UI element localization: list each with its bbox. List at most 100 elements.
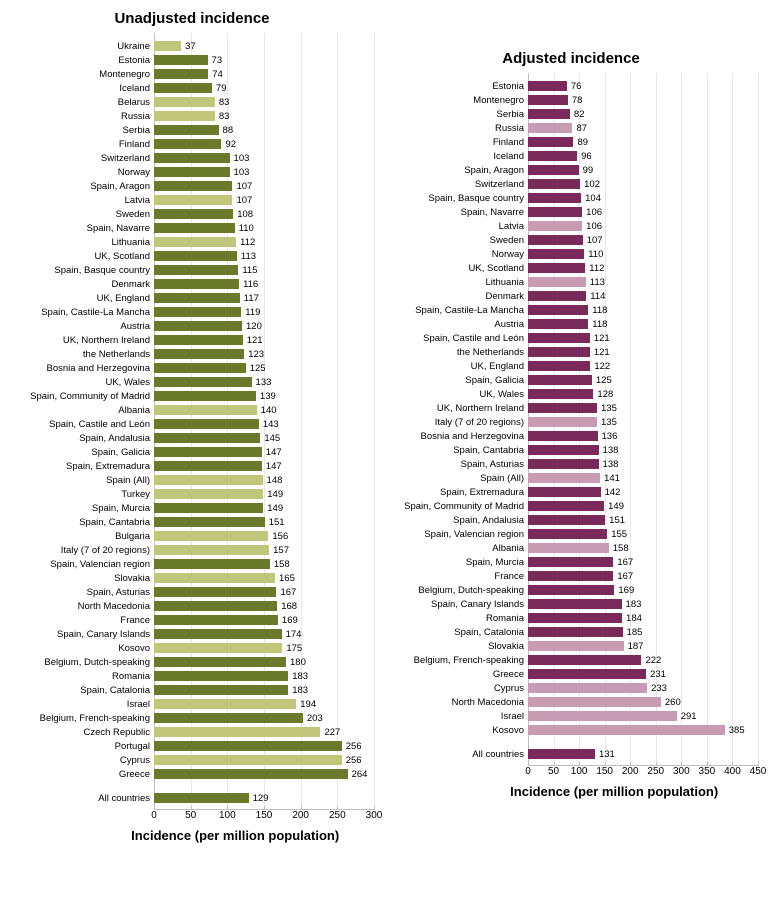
x-axis-title: Incidence (per million population) [10, 828, 417, 843]
bar-value-label: 168 [281, 601, 297, 612]
y-axis-label: UK, England [384, 361, 528, 372]
y-axis-label: the Netherlands [10, 349, 154, 360]
bar [528, 473, 600, 483]
bar [154, 503, 263, 513]
bar-row: Italy (7 of 20 regions)157 [10, 543, 374, 557]
bar-value-label: 147 [266, 447, 282, 458]
bar [528, 277, 586, 287]
bar-value-label: 156 [272, 531, 288, 542]
bar [154, 559, 270, 569]
bar-row: North Macedonia260 [384, 695, 758, 709]
y-axis-label: Norway [10, 167, 154, 178]
bar [528, 165, 579, 175]
bar [154, 601, 277, 611]
x-tick-label: 300 [673, 766, 690, 777]
bar-value-label: 136 [602, 431, 618, 442]
bar-value-label: 120 [246, 321, 262, 332]
bar [154, 279, 239, 289]
bar-value-label: 138 [603, 445, 619, 456]
y-axis-label: North Macedonia [384, 697, 528, 708]
bar-row: Belarus83 [10, 95, 374, 109]
bar-value-label: 140 [261, 405, 277, 416]
bar [154, 699, 296, 709]
bar-row: Belgium, French-speaking203 [10, 711, 374, 725]
y-axis-label: Turkey [10, 489, 154, 500]
bar-value-label: 385 [729, 725, 745, 736]
x-axis-title: Incidence (per million population) [384, 784, 780, 799]
bar-value-label: 125 [250, 363, 266, 374]
bar-value-label: 118 [592, 319, 607, 330]
bar [528, 193, 581, 203]
bar-row: Spain, Aragon99 [384, 163, 758, 177]
bar [528, 697, 661, 707]
bar-row: Switzerland103 [10, 151, 374, 165]
y-axis-label: Belgium, Dutch-speaking [10, 657, 154, 668]
y-axis-label: Finland [10, 139, 154, 150]
bar-value-label: 184 [626, 613, 642, 624]
x-tick-label: 100 [219, 810, 236, 821]
bar-value-label: 83 [219, 97, 230, 108]
y-axis-label: Slovakia [384, 641, 528, 652]
bar-value-label: 83 [219, 111, 230, 122]
bar [528, 459, 599, 469]
y-axis-label: Greece [10, 769, 154, 780]
bar [154, 349, 244, 359]
bar-row: Ukraine37 [10, 39, 374, 53]
bar [154, 111, 215, 121]
y-axis-label: Bosnia and Herzegovina [10, 363, 154, 374]
bar-value-label: 233 [651, 683, 667, 694]
bar-row: Spain, Catalonia183 [10, 683, 374, 697]
bar-value-label: 114 [590, 291, 605, 302]
bar-row: UK, England122 [384, 359, 758, 373]
bar-row: the Netherlands121 [384, 345, 758, 359]
bar [154, 321, 242, 331]
y-axis-label: Estonia [10, 55, 154, 66]
y-axis-label: UK, Wales [384, 389, 528, 400]
x-tick-label: 150 [596, 766, 613, 777]
bar-value-label: 133 [256, 377, 272, 388]
bar [154, 125, 219, 135]
y-axis-label: Spain, Canary Islands [384, 599, 528, 610]
y-axis-label: Belgium, French-speaking [10, 713, 154, 724]
bar [528, 501, 604, 511]
bar-value-label: 169 [618, 585, 634, 596]
bar-value-label: 169 [282, 615, 298, 626]
y-axis-label: Russia [10, 111, 154, 122]
y-axis-label: Spain, Murcia [10, 503, 154, 514]
bar-row: Israel291 [384, 709, 758, 723]
y-axis-label: Spain, Community of Madrid [384, 501, 528, 512]
bar-row: Spain, Canary Islands183 [384, 597, 758, 611]
bar-value-label: 165 [279, 573, 295, 584]
bar [154, 195, 232, 205]
bar-value-label: 121 [594, 333, 610, 344]
y-axis-label: Spain (All) [384, 473, 528, 484]
bar-row: Estonia73 [10, 53, 374, 67]
bar-value-label: 113 [590, 277, 605, 288]
y-axis-label: Spain (All) [10, 475, 154, 486]
bar-value-label: 256 [346, 741, 362, 752]
y-axis-label: Czech Republic [10, 727, 154, 738]
bar [154, 167, 230, 177]
bar-value-label: 116 [243, 279, 258, 290]
y-axis-label: Spain, Andalusia [384, 515, 528, 526]
x-tick-label: 0 [525, 766, 531, 777]
bar-value-label: 148 [267, 475, 283, 486]
bar-row: Spain, Canary Islands174 [10, 627, 374, 641]
x-tick-label: 100 [571, 766, 588, 777]
bar [528, 123, 572, 133]
bar [528, 641, 624, 651]
bar-value-label: 149 [267, 489, 283, 500]
bar-value-label: 129 [253, 793, 269, 804]
bar-row: Spain, Community of Madrid139 [10, 389, 374, 403]
bar-value-label: 185 [627, 627, 643, 638]
bar-row: Montenegro78 [384, 93, 758, 107]
y-axis-label: Montenegro [384, 95, 528, 106]
y-axis-label: UK, Northern Ireland [384, 403, 528, 414]
y-axis-label: France [384, 571, 528, 582]
bar-row: Bulgaria156 [10, 529, 374, 543]
y-axis-label: Albania [10, 405, 154, 416]
bar-value-label: 155 [611, 529, 627, 540]
y-axis-label: Iceland [10, 83, 154, 94]
bar-value-label: 92 [225, 139, 236, 150]
bar-value-label: 82 [574, 109, 585, 120]
